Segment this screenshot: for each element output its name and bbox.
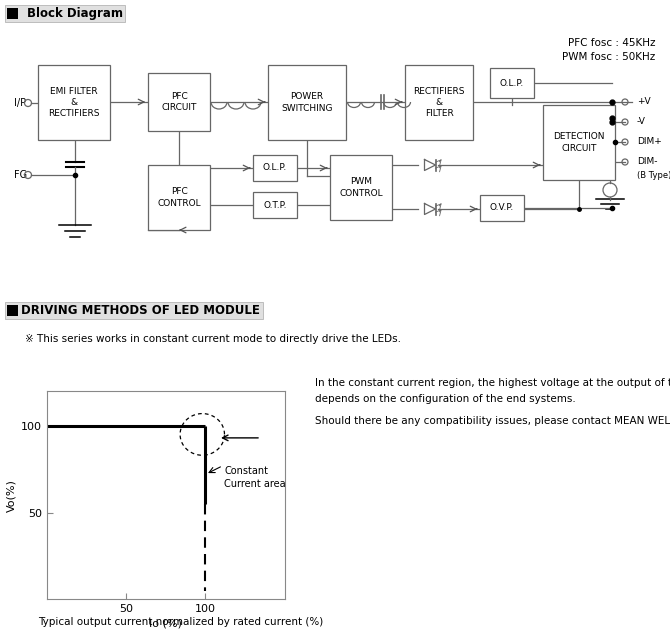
Bar — [253, 155, 297, 181]
Text: DIM+: DIM+ — [637, 138, 662, 147]
Text: depends on the configuration of the end systems.: depends on the configuration of the end … — [315, 394, 576, 404]
Polygon shape — [425, 160, 436, 171]
Text: I/P: I/P — [14, 98, 26, 108]
Text: DIM-: DIM- — [637, 158, 657, 167]
Text: PFC fosc : 45KHz
PWM fosc : 50KHz: PFC fosc : 45KHz PWM fosc : 50KHz — [561, 38, 655, 62]
Text: Block Diagram: Block Diagram — [27, 7, 123, 20]
Text: DRIVING METHODS OF LED MODULE: DRIVING METHODS OF LED MODULE — [21, 304, 259, 317]
Text: Constant
Current area: Constant Current area — [224, 465, 286, 489]
Bar — [7, 305, 18, 316]
Text: PFC
CIRCUIT: PFC CIRCUIT — [161, 92, 197, 112]
Text: POWER
SWITCHING: POWER SWITCHING — [281, 92, 333, 113]
Bar — [148, 165, 210, 230]
Text: (B Type): (B Type) — [637, 171, 670, 179]
Text: PWM
CONTROL: PWM CONTROL — [339, 178, 383, 197]
Text: In the constant current region, the highest voltage at the output of the driver: In the constant current region, the high… — [315, 378, 670, 388]
Y-axis label: Vo(%): Vo(%) — [7, 479, 17, 512]
Bar — [330, 155, 392, 220]
Text: Should there be any compatibility issues, please contact MEAN WELL.: Should there be any compatibility issues… — [315, 416, 670, 426]
Bar — [148, 73, 210, 131]
Text: -V: -V — [637, 117, 646, 126]
Text: EMI FILTER
&
RECTIFIERS: EMI FILTER & RECTIFIERS — [48, 87, 100, 118]
Bar — [5, 5, 125, 22]
Text: DETECTION
CIRCUIT: DETECTION CIRCUIT — [553, 133, 605, 153]
Text: ※ This series works in constant current mode to directly drive the LEDs.: ※ This series works in constant current … — [25, 334, 401, 344]
Text: RECTIFIERS
&
FILTER: RECTIFIERS & FILTER — [413, 87, 465, 118]
Bar — [480, 195, 524, 221]
Bar — [268, 65, 346, 140]
Text: O.T.P.: O.T.P. — [263, 201, 287, 210]
Bar — [253, 192, 297, 218]
Polygon shape — [425, 203, 436, 215]
Text: FG: FG — [14, 170, 27, 180]
Text: PFC
CONTROL: PFC CONTROL — [157, 187, 201, 208]
Bar — [405, 65, 473, 140]
Text: Typical output current normalized by rated current (%): Typical output current normalized by rat… — [38, 617, 323, 627]
Text: O.L.P.: O.L.P. — [500, 78, 524, 88]
Bar — [5, 302, 263, 319]
Text: O.L.P.: O.L.P. — [263, 163, 287, 172]
Bar — [490, 68, 534, 98]
Text: +V: +V — [637, 97, 651, 106]
Bar — [7, 8, 18, 19]
X-axis label: Io (%): Io (%) — [149, 619, 182, 628]
Text: O.V.P.: O.V.P. — [490, 203, 514, 213]
Bar — [543, 105, 615, 180]
Bar — [38, 65, 110, 140]
